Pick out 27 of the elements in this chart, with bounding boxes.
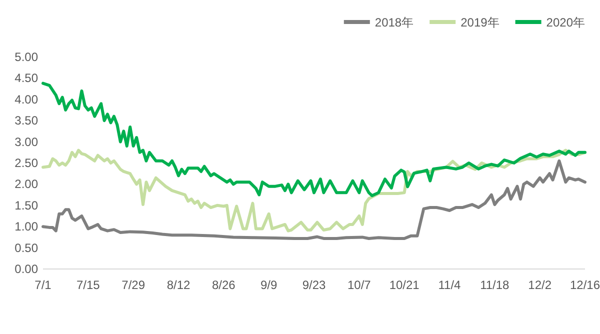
y-tick-label: 1.50 — [14, 198, 38, 212]
x-tick-label: 9/9 — [260, 278, 278, 292]
y-tick-label: 3.50 — [14, 114, 38, 128]
y-tick-label: 5.00 — [14, 50, 38, 64]
x-tick-label: 8/26 — [212, 278, 236, 292]
legend-label: 2018年 — [374, 16, 414, 30]
y-tick-label: 0.50 — [14, 240, 38, 255]
y-tick-label: 4.50 — [14, 71, 38, 86]
x-tick-label: 10/21 — [389, 278, 420, 292]
y-tick-label: 4.00 — [14, 92, 38, 106]
x-tick-label: 7/29 — [122, 278, 146, 292]
legend-label: 2020年 — [546, 16, 585, 30]
x-tick-label: 12/2 — [528, 278, 552, 292]
x-tick-label: 11/4 — [438, 278, 462, 292]
y-tick-label: 0.00 — [14, 262, 38, 276]
y-tick-label: 3.00 — [14, 134, 38, 149]
x-tick-label: 12/16 — [570, 278, 600, 292]
x-tick-label: 11/18 — [480, 278, 510, 292]
y-tick-label: 2.00 — [14, 177, 38, 192]
y-tick-label: 2.50 — [14, 156, 38, 170]
x-tick-label: 7/1 — [34, 278, 52, 292]
x-tick-label: 9/23 — [302, 278, 326, 292]
x-tick-label: 10/7 — [347, 278, 372, 292]
legend-label: 2019年 — [460, 16, 500, 30]
x-tick-label: 8/12 — [166, 278, 190, 292]
x-tick-label: 7/15 — [76, 278, 100, 292]
y-tick-label: 1.00 — [14, 220, 38, 234]
